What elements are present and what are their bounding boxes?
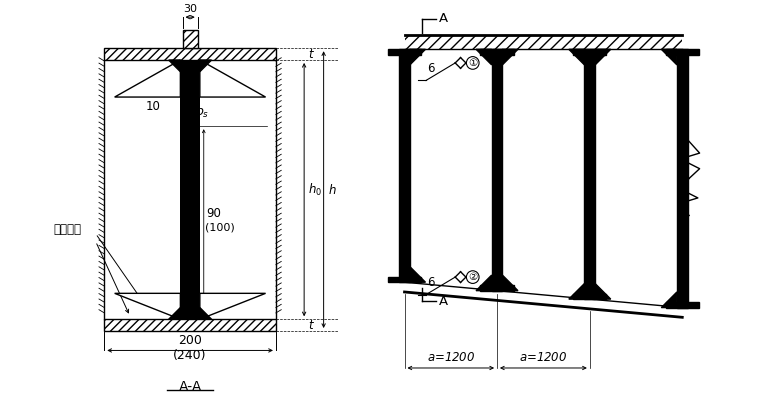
Polygon shape bbox=[480, 285, 513, 291]
Polygon shape bbox=[503, 275, 518, 291]
Text: 50: 50 bbox=[207, 72, 217, 86]
Bar bbox=[182, 30, 198, 48]
Polygon shape bbox=[200, 293, 266, 319]
Polygon shape bbox=[388, 49, 421, 55]
Polygon shape bbox=[492, 49, 503, 291]
Polygon shape bbox=[405, 282, 682, 317]
Text: 6: 6 bbox=[427, 62, 435, 75]
Text: 30: 30 bbox=[183, 4, 197, 14]
Bar bbox=[104, 319, 276, 331]
Text: 6: 6 bbox=[427, 276, 435, 289]
Polygon shape bbox=[114, 60, 181, 97]
Bar bbox=[181, 60, 200, 319]
Polygon shape bbox=[584, 49, 595, 299]
Text: 刨平抵紧: 刨平抵紧 bbox=[54, 223, 82, 236]
Polygon shape bbox=[569, 49, 584, 65]
Text: A: A bbox=[438, 295, 448, 308]
Text: $a$=1200: $a$=1200 bbox=[427, 351, 475, 364]
Polygon shape bbox=[595, 284, 611, 299]
Text: (100): (100) bbox=[205, 223, 235, 233]
Bar bbox=[182, 30, 198, 48]
Polygon shape bbox=[677, 49, 688, 308]
Text: ①: ① bbox=[468, 58, 477, 68]
Polygon shape bbox=[200, 308, 212, 319]
Text: $h$: $h$ bbox=[327, 183, 336, 197]
Polygon shape bbox=[410, 267, 425, 282]
Polygon shape bbox=[665, 49, 699, 55]
Text: $b_s$: $b_s$ bbox=[195, 104, 209, 120]
Text: ②: ② bbox=[468, 272, 477, 282]
Text: $h_0$: $h_0$ bbox=[308, 182, 322, 198]
Polygon shape bbox=[200, 60, 266, 97]
Polygon shape bbox=[405, 35, 682, 49]
Polygon shape bbox=[480, 49, 513, 55]
Bar bbox=[104, 48, 276, 60]
Polygon shape bbox=[662, 292, 677, 308]
Polygon shape bbox=[168, 60, 181, 72]
Text: $t$: $t$ bbox=[308, 319, 315, 332]
Bar bbox=[104, 319, 276, 331]
Polygon shape bbox=[574, 294, 606, 299]
Text: 90: 90 bbox=[207, 206, 222, 220]
Polygon shape bbox=[200, 60, 212, 72]
Text: $t$: $t$ bbox=[308, 48, 315, 61]
Bar bbox=[104, 48, 276, 60]
Bar bbox=[405, 35, 682, 49]
Polygon shape bbox=[476, 275, 492, 291]
Polygon shape bbox=[595, 49, 611, 65]
Text: A-A: A-A bbox=[178, 380, 201, 394]
Polygon shape bbox=[665, 302, 699, 308]
Polygon shape bbox=[569, 284, 584, 299]
Text: $a$=1200: $a$=1200 bbox=[520, 351, 567, 364]
Text: A: A bbox=[438, 12, 448, 25]
Polygon shape bbox=[388, 277, 421, 282]
Polygon shape bbox=[399, 49, 410, 282]
Polygon shape bbox=[476, 49, 492, 65]
Polygon shape bbox=[503, 49, 518, 65]
Polygon shape bbox=[662, 49, 677, 65]
Polygon shape bbox=[574, 49, 606, 55]
Polygon shape bbox=[410, 49, 425, 65]
Polygon shape bbox=[168, 308, 181, 319]
Polygon shape bbox=[114, 293, 181, 319]
Text: (240): (240) bbox=[174, 349, 207, 362]
Text: 200: 200 bbox=[178, 334, 202, 346]
Text: 10: 10 bbox=[146, 100, 161, 113]
